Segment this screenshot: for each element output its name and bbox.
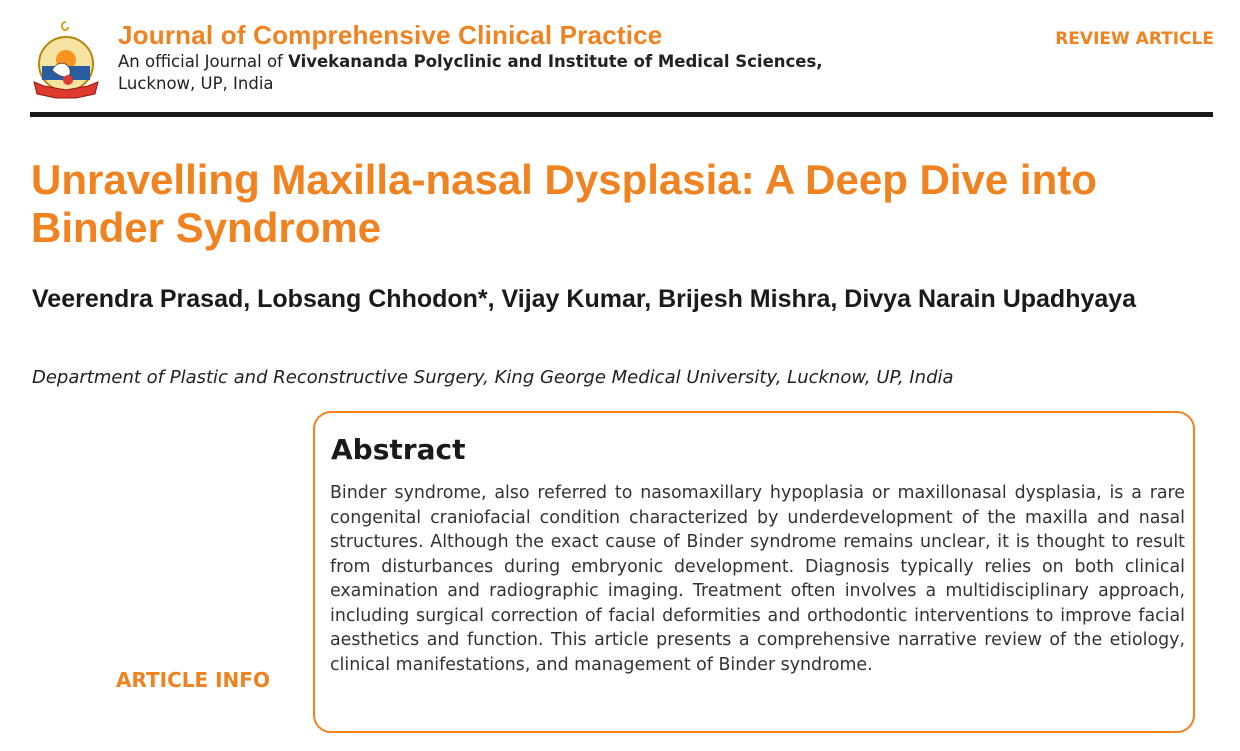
article-type: REVIEW ARTICLE: [1055, 29, 1214, 49]
abstract-text: Binder syndrome, also referred to nasoma…: [330, 483, 1185, 675]
abstract-heading: Abstract: [331, 433, 466, 466]
affiliation: Department of Plastic and Reconstructive…: [32, 367, 954, 388]
subtitle-location: Lucknow, UP, India: [118, 74, 274, 93]
abstract-box: Abstract Binder syndrome, also referred …: [313, 411, 1195, 733]
header-divider: [30, 112, 1213, 117]
article-info-label: ARTICLE INFO: [116, 668, 270, 692]
journal-logo: [33, 21, 99, 99]
journal-subtitle: An official Journal of Vivekananda Polyc…: [118, 51, 823, 95]
author-list: Veerendra Prasad, Lobsang Chhodon*, Vija…: [32, 285, 1137, 313]
subtitle-institution: Vivekananda Polyclinic and Institute of …: [288, 52, 823, 71]
article-title: Unravelling Maxilla-nasal Dysplasia: A D…: [31, 156, 1097, 251]
journal-title: Journal of Comprehensive Clinical Practi…: [118, 20, 663, 50]
subtitle-prefix: An official Journal of: [118, 52, 289, 71]
